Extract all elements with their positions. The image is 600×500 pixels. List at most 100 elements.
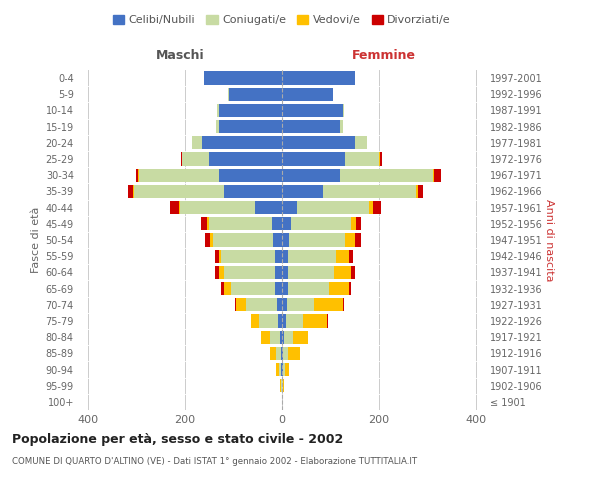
Legend: Celibi/Nubili, Coniugati/e, Vedovi/e, Divorziati/e: Celibi/Nubili, Coniugati/e, Vedovi/e, Di… (109, 10, 455, 30)
Bar (278, 363, 281, 376)
Bar (288, 282, 329, 295)
Bar (273, 234, 282, 246)
Bar (351, 266, 355, 279)
Bar (221, 282, 224, 295)
Bar (282, 314, 286, 328)
Bar (272, 217, 282, 230)
Bar (221, 250, 275, 263)
Bar (224, 185, 282, 198)
Bar (416, 185, 418, 198)
Bar (343, 104, 344, 117)
Bar (275, 266, 282, 279)
Text: COMUNE DI QUARTO D'ALTINO (VE) - Dati ISTAT 1° gennaio 2002 - Elaborazione TUTTI: COMUNE DI QUARTO D'ALTINO (VE) - Dati IS… (12, 458, 417, 466)
Bar (261, 330, 270, 344)
Bar (182, 152, 209, 166)
Bar (136, 168, 138, 182)
Bar (219, 104, 282, 117)
Bar (349, 250, 353, 263)
Bar (207, 217, 209, 230)
Bar (293, 330, 308, 344)
Bar (139, 168, 219, 182)
Bar (370, 201, 373, 214)
Bar (303, 314, 327, 328)
Bar (379, 152, 380, 166)
Bar (205, 234, 210, 246)
Bar (280, 330, 282, 344)
Bar (282, 168, 340, 182)
Bar (288, 266, 334, 279)
Bar (282, 379, 283, 392)
Bar (281, 363, 282, 376)
Bar (343, 298, 344, 312)
Text: Popolazione per età, sesso e stato civile - 2002: Popolazione per età, sesso e stato civil… (12, 432, 343, 446)
Bar (270, 346, 275, 360)
Text: Maschi: Maschi (155, 50, 205, 62)
Bar (270, 330, 280, 344)
Bar (283, 346, 289, 360)
Bar (224, 266, 275, 279)
Bar (282, 266, 288, 279)
Bar (334, 266, 351, 279)
Bar (231, 282, 275, 295)
Bar (128, 185, 133, 198)
Bar (433, 168, 434, 182)
Bar (251, 314, 259, 328)
Bar (314, 298, 343, 312)
Bar (219, 120, 282, 134)
Text: Femmine: Femmine (352, 50, 416, 62)
Bar (259, 314, 278, 328)
Bar (219, 250, 221, 263)
Bar (170, 201, 179, 214)
Bar (282, 217, 291, 230)
Bar (287, 298, 314, 312)
Bar (210, 234, 212, 246)
Y-axis label: Fasce di età: Fasce di età (31, 207, 41, 273)
Bar (180, 201, 255, 214)
Bar (340, 168, 433, 182)
Bar (179, 201, 180, 214)
Bar (276, 363, 278, 376)
Bar (245, 298, 277, 312)
Y-axis label: Anni di nascita: Anni di nascita (544, 198, 554, 281)
Bar (282, 136, 355, 149)
Bar (296, 201, 370, 214)
Bar (281, 346, 282, 360)
Bar (282, 185, 323, 198)
Bar (345, 152, 379, 166)
Bar (282, 152, 345, 166)
Bar (282, 201, 296, 214)
Bar (282, 234, 289, 246)
Bar (219, 266, 224, 279)
Bar (209, 152, 282, 166)
Bar (282, 104, 343, 117)
Bar (349, 282, 351, 295)
Bar (209, 217, 272, 230)
Bar (288, 250, 337, 263)
Bar (345, 234, 355, 246)
Bar (380, 152, 382, 166)
Bar (133, 185, 134, 198)
Bar (192, 136, 202, 149)
Bar (134, 185, 224, 198)
Bar (282, 72, 355, 85)
Bar (282, 120, 340, 134)
Bar (282, 298, 287, 312)
Bar (373, 201, 380, 214)
Bar (291, 217, 352, 230)
Bar (355, 234, 361, 246)
Bar (283, 363, 286, 376)
Bar (340, 120, 343, 134)
Bar (281, 379, 282, 392)
Bar (282, 330, 284, 344)
Bar (201, 217, 207, 230)
Bar (275, 346, 281, 360)
Bar (434, 168, 441, 182)
Bar (352, 217, 356, 230)
Bar (236, 298, 245, 312)
Bar (202, 136, 282, 149)
Bar (229, 88, 282, 101)
Bar (277, 298, 282, 312)
Bar (224, 282, 231, 295)
Bar (286, 363, 289, 376)
Bar (282, 363, 283, 376)
